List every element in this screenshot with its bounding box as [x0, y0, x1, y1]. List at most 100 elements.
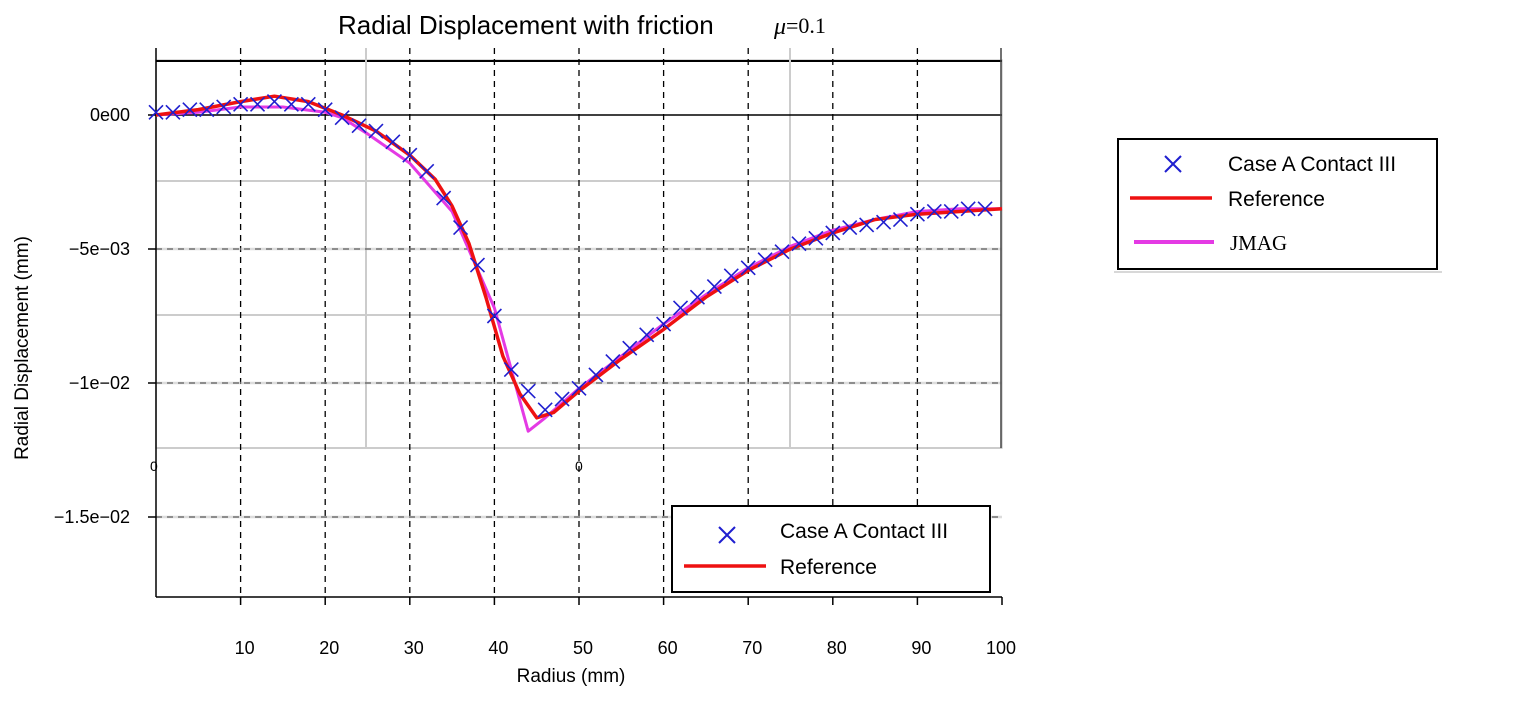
marker-case-22-b — [520, 383, 536, 399]
y-tick-label-3: −1.5e−02 — [54, 507, 130, 527]
x-tick-label-60: 60 — [658, 638, 678, 658]
marker-case-15 — [402, 147, 418, 163]
marker-case-6-b — [249, 96, 266, 112]
marker-case-16-b — [419, 163, 435, 179]
x-tick-label-30: 30 — [404, 638, 424, 658]
marker-case-37 — [774, 244, 790, 260]
marker-case-27-b — [605, 353, 621, 370]
marker-case-8 — [283, 96, 299, 112]
marker-case-28-b — [622, 340, 638, 356]
marker-case-48-b — [960, 201, 976, 217]
marker-case-12 — [351, 118, 367, 134]
marker-case-46-b — [926, 203, 942, 220]
marker-case-27 — [605, 353, 621, 370]
x-tick-label-80: 80 — [827, 638, 847, 658]
line-reference — [155, 94, 1003, 420]
marker-case-47-b — [943, 203, 959, 220]
marker-case-19 — [469, 257, 486, 273]
marker-case-34 — [723, 268, 739, 284]
marker-case-37-b — [774, 244, 790, 260]
marker-case-42 — [859, 217, 875, 233]
marker-case-28 — [622, 340, 638, 356]
marker-case-35-b — [740, 260, 756, 276]
marker-case-25 — [571, 380, 587, 396]
marker-case-36 — [757, 252, 773, 268]
marker-case-40 — [825, 225, 841, 241]
marker-case-42-b — [859, 217, 875, 233]
marker-case-32 — [689, 289, 706, 305]
marker-case-23 — [537, 402, 553, 418]
marker-case-0-b — [148, 104, 164, 120]
marker-case-47 — [943, 203, 959, 220]
marker-case-5 — [233, 96, 249, 112]
marker-case-12-b — [351, 118, 367, 134]
marker-case-35 — [740, 260, 756, 276]
marker-case-9 — [300, 96, 316, 112]
marker-case-30 — [656, 316, 672, 332]
marker-case-38-b — [791, 236, 807, 252]
legend-outer-label-reference: Reference — [1228, 188, 1325, 211]
x-tick-label-40: 40 — [488, 638, 508, 658]
legend-inner-label-case: Case A Contact III — [780, 520, 948, 543]
marker-case-45 — [909, 206, 925, 222]
stray-label-mid: 0 — [575, 458, 583, 474]
marker-case-44 — [892, 211, 909, 228]
marker-case-7 — [266, 94, 283, 110]
marker-case-48 — [960, 201, 976, 217]
marker-case-29 — [639, 327, 655, 343]
marker-case-44-b — [892, 211, 909, 228]
legend-outer-label-case: Case A Contact III — [1228, 153, 1396, 176]
x-tick-label-50: 50 — [573, 638, 593, 658]
marker-case-2 — [182, 102, 198, 118]
marker-case-11-b — [334, 110, 350, 126]
marker-case-43 — [875, 214, 892, 230]
marker-case-43-b — [875, 214, 892, 230]
marker-case-1-b — [165, 104, 181, 120]
marker-case-19-b — [469, 257, 486, 273]
marker-case-9-b — [300, 96, 316, 112]
marker-case-13-b — [368, 123, 384, 139]
chart-title: Radial Displacement with friction — [338, 10, 714, 40]
legend-inner-label-reference: Reference — [780, 556, 877, 579]
marker-case-34-b — [723, 268, 739, 284]
marker-case-14 — [385, 134, 401, 150]
marker-case-39-b — [808, 230, 824, 246]
marker-case-16 — [419, 163, 435, 179]
grid — [156, 48, 1002, 597]
y-tick-label-2: −1e−02 — [69, 373, 130, 393]
marker-case-18 — [452, 219, 469, 236]
marker-case-45-b — [909, 206, 925, 222]
marker-case-40-b — [825, 225, 841, 241]
marker-case-13 — [368, 123, 384, 139]
marker-case-7-b — [266, 94, 283, 110]
marker-case-33-b — [706, 278, 722, 295]
marker-case-36-b — [757, 252, 773, 268]
y-tick-label-0: 0e00 — [90, 105, 130, 125]
y-tick-labels: 0e00 −5e−03 −1e−02 −1.5e−02 — [54, 105, 156, 527]
marker-case-3-b — [199, 102, 215, 118]
y-axis-label: Radial Displacement (mm) — [12, 236, 33, 460]
legend-inner: Case A Contact III Reference — [671, 505, 991, 593]
x-axis-label: Radius (mm) — [517, 666, 626, 687]
marker-case-1 — [165, 104, 181, 120]
marker-case-11 — [334, 110, 350, 126]
marker-case-31-b — [672, 300, 689, 316]
marker-case-32-b — [689, 289, 706, 305]
marker-case-49-b — [977, 201, 993, 217]
marker-case-30-b — [656, 316, 672, 332]
title-mu-value: =0.1 — [786, 13, 826, 38]
marker-case-31 — [672, 300, 689, 316]
marker-case-2-b — [182, 102, 198, 118]
x-tick-labels: 10 20 30 40 50 60 70 80 90 100 — [235, 597, 1016, 658]
marker-case-25-b — [571, 380, 587, 396]
marker-case-23-b — [537, 402, 553, 418]
marker-case-21-b — [503, 362, 519, 378]
series-case-a — [148, 94, 993, 418]
marker-case-18-b — [452, 219, 469, 236]
marker-case-0 — [148, 104, 164, 120]
series-reference — [155, 94, 1003, 420]
marker-case-24 — [554, 391, 570, 407]
marker-case-3 — [199, 102, 215, 118]
marker-case-41 — [842, 219, 858, 236]
